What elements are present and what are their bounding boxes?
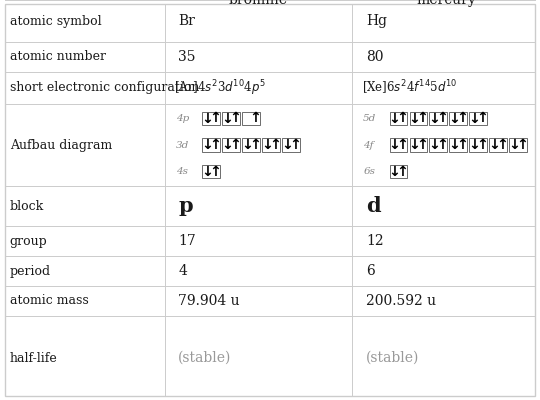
Text: 5d: 5d — [363, 114, 376, 123]
Text: Aufbau diagram: Aufbau diagram — [10, 138, 112, 152]
Text: ↓: ↓ — [201, 164, 213, 178]
Text: ↑: ↑ — [416, 112, 428, 126]
Text: Hg: Hg — [366, 14, 387, 28]
Text: ↓: ↓ — [409, 112, 421, 126]
Text: ↑: ↑ — [396, 164, 408, 178]
Bar — [489, 138, 507, 152]
Text: [Ar]4$s^2$3$d^{10}$4$p^5$: [Ar]4$s^2$3$d^{10}$4$p^5$ — [174, 78, 266, 98]
Text: ↑: ↑ — [209, 164, 221, 178]
Bar — [409, 112, 427, 125]
Text: 79.904 u: 79.904 u — [178, 294, 240, 308]
Text: ↑: ↑ — [289, 138, 301, 152]
Bar — [469, 112, 487, 125]
Text: 35: 35 — [178, 50, 195, 64]
Text: 4: 4 — [178, 264, 187, 278]
Text: period: period — [10, 264, 51, 278]
Text: ↓: ↓ — [221, 138, 233, 152]
Text: ↑: ↑ — [516, 138, 528, 152]
Text: ↓: ↓ — [428, 138, 441, 152]
Text: atomic symbol: atomic symbol — [10, 14, 102, 28]
Text: ↓: ↓ — [468, 112, 480, 126]
Text: atomic number: atomic number — [10, 50, 106, 64]
Bar — [202, 138, 220, 152]
Text: ↓: ↓ — [468, 138, 480, 152]
Text: ↑: ↑ — [396, 138, 408, 152]
Text: ↑: ↑ — [269, 138, 281, 152]
Text: atomic mass: atomic mass — [10, 294, 89, 308]
Text: ↓: ↓ — [409, 138, 421, 152]
Text: d: d — [366, 196, 381, 216]
Bar — [202, 165, 220, 178]
Text: ↑: ↑ — [496, 138, 508, 152]
Text: (stable): (stable) — [178, 351, 232, 365]
Text: ↓: ↓ — [261, 138, 273, 152]
Text: 6s: 6s — [363, 167, 375, 176]
Text: ↓: ↓ — [448, 112, 460, 126]
Bar — [390, 112, 408, 125]
Bar — [449, 112, 467, 125]
Text: ↑: ↑ — [476, 138, 488, 152]
FancyBboxPatch shape — [5, 4, 535, 396]
Bar — [509, 138, 527, 152]
Text: ↓: ↓ — [201, 112, 213, 126]
Text: ↑: ↑ — [209, 112, 221, 126]
Text: ↑: ↑ — [436, 112, 448, 126]
Text: ↑: ↑ — [229, 138, 241, 152]
Text: group: group — [10, 234, 48, 248]
Bar — [262, 138, 280, 152]
Bar — [282, 138, 300, 152]
Text: 4f: 4f — [363, 140, 374, 150]
Text: 4s: 4s — [176, 167, 187, 176]
Bar — [222, 138, 240, 152]
Text: ↑: ↑ — [249, 138, 261, 152]
Text: ↓: ↓ — [428, 112, 441, 126]
Text: ↑: ↑ — [229, 112, 241, 126]
Bar — [409, 138, 427, 152]
Text: short electronic configuration: short electronic configuration — [10, 82, 199, 94]
Bar — [242, 138, 260, 152]
Bar — [469, 138, 487, 152]
Text: half-life: half-life — [10, 352, 57, 364]
Text: ↑: ↑ — [456, 138, 468, 152]
Text: ↑: ↑ — [436, 138, 448, 152]
Text: ↑: ↑ — [249, 112, 261, 126]
Text: ↓: ↓ — [221, 112, 233, 126]
Text: ↓: ↓ — [389, 164, 401, 178]
Bar — [449, 138, 467, 152]
Text: 80: 80 — [366, 50, 383, 64]
Bar — [390, 165, 408, 178]
Bar — [202, 112, 220, 125]
Text: ↓: ↓ — [508, 138, 520, 152]
Text: ↑: ↑ — [396, 112, 408, 126]
Text: [Xe]6$s^2$4$f^{14}$5$d^{10}$: [Xe]6$s^2$4$f^{14}$5$d^{10}$ — [362, 79, 457, 97]
Text: 3d: 3d — [176, 140, 189, 150]
Text: ↑: ↑ — [416, 138, 428, 152]
Text: p: p — [178, 196, 193, 216]
Bar — [222, 112, 240, 125]
Text: mercury: mercury — [416, 0, 476, 7]
Text: ↓: ↓ — [448, 138, 460, 152]
Bar — [429, 112, 447, 125]
Text: 12: 12 — [366, 234, 383, 248]
Text: 6: 6 — [366, 264, 375, 278]
Text: ↑: ↑ — [209, 138, 221, 152]
Text: block: block — [10, 200, 44, 212]
Text: bromine: bromine — [229, 0, 288, 7]
Text: ↓: ↓ — [389, 112, 401, 126]
Bar — [242, 112, 260, 125]
Text: ↑: ↑ — [476, 112, 488, 126]
Bar — [429, 138, 447, 152]
Text: Br: Br — [178, 14, 195, 28]
Bar — [390, 138, 408, 152]
Text: ↓: ↓ — [389, 138, 401, 152]
Text: (stable): (stable) — [366, 351, 419, 365]
Text: ↓: ↓ — [201, 138, 213, 152]
Text: ↓: ↓ — [281, 138, 293, 152]
Text: ↓: ↓ — [488, 138, 500, 152]
Text: 200.592 u: 200.592 u — [366, 294, 436, 308]
Text: ↑: ↑ — [456, 112, 468, 126]
Text: 17: 17 — [178, 234, 196, 248]
Text: ↓: ↓ — [241, 138, 253, 152]
Text: 4p: 4p — [176, 114, 189, 123]
